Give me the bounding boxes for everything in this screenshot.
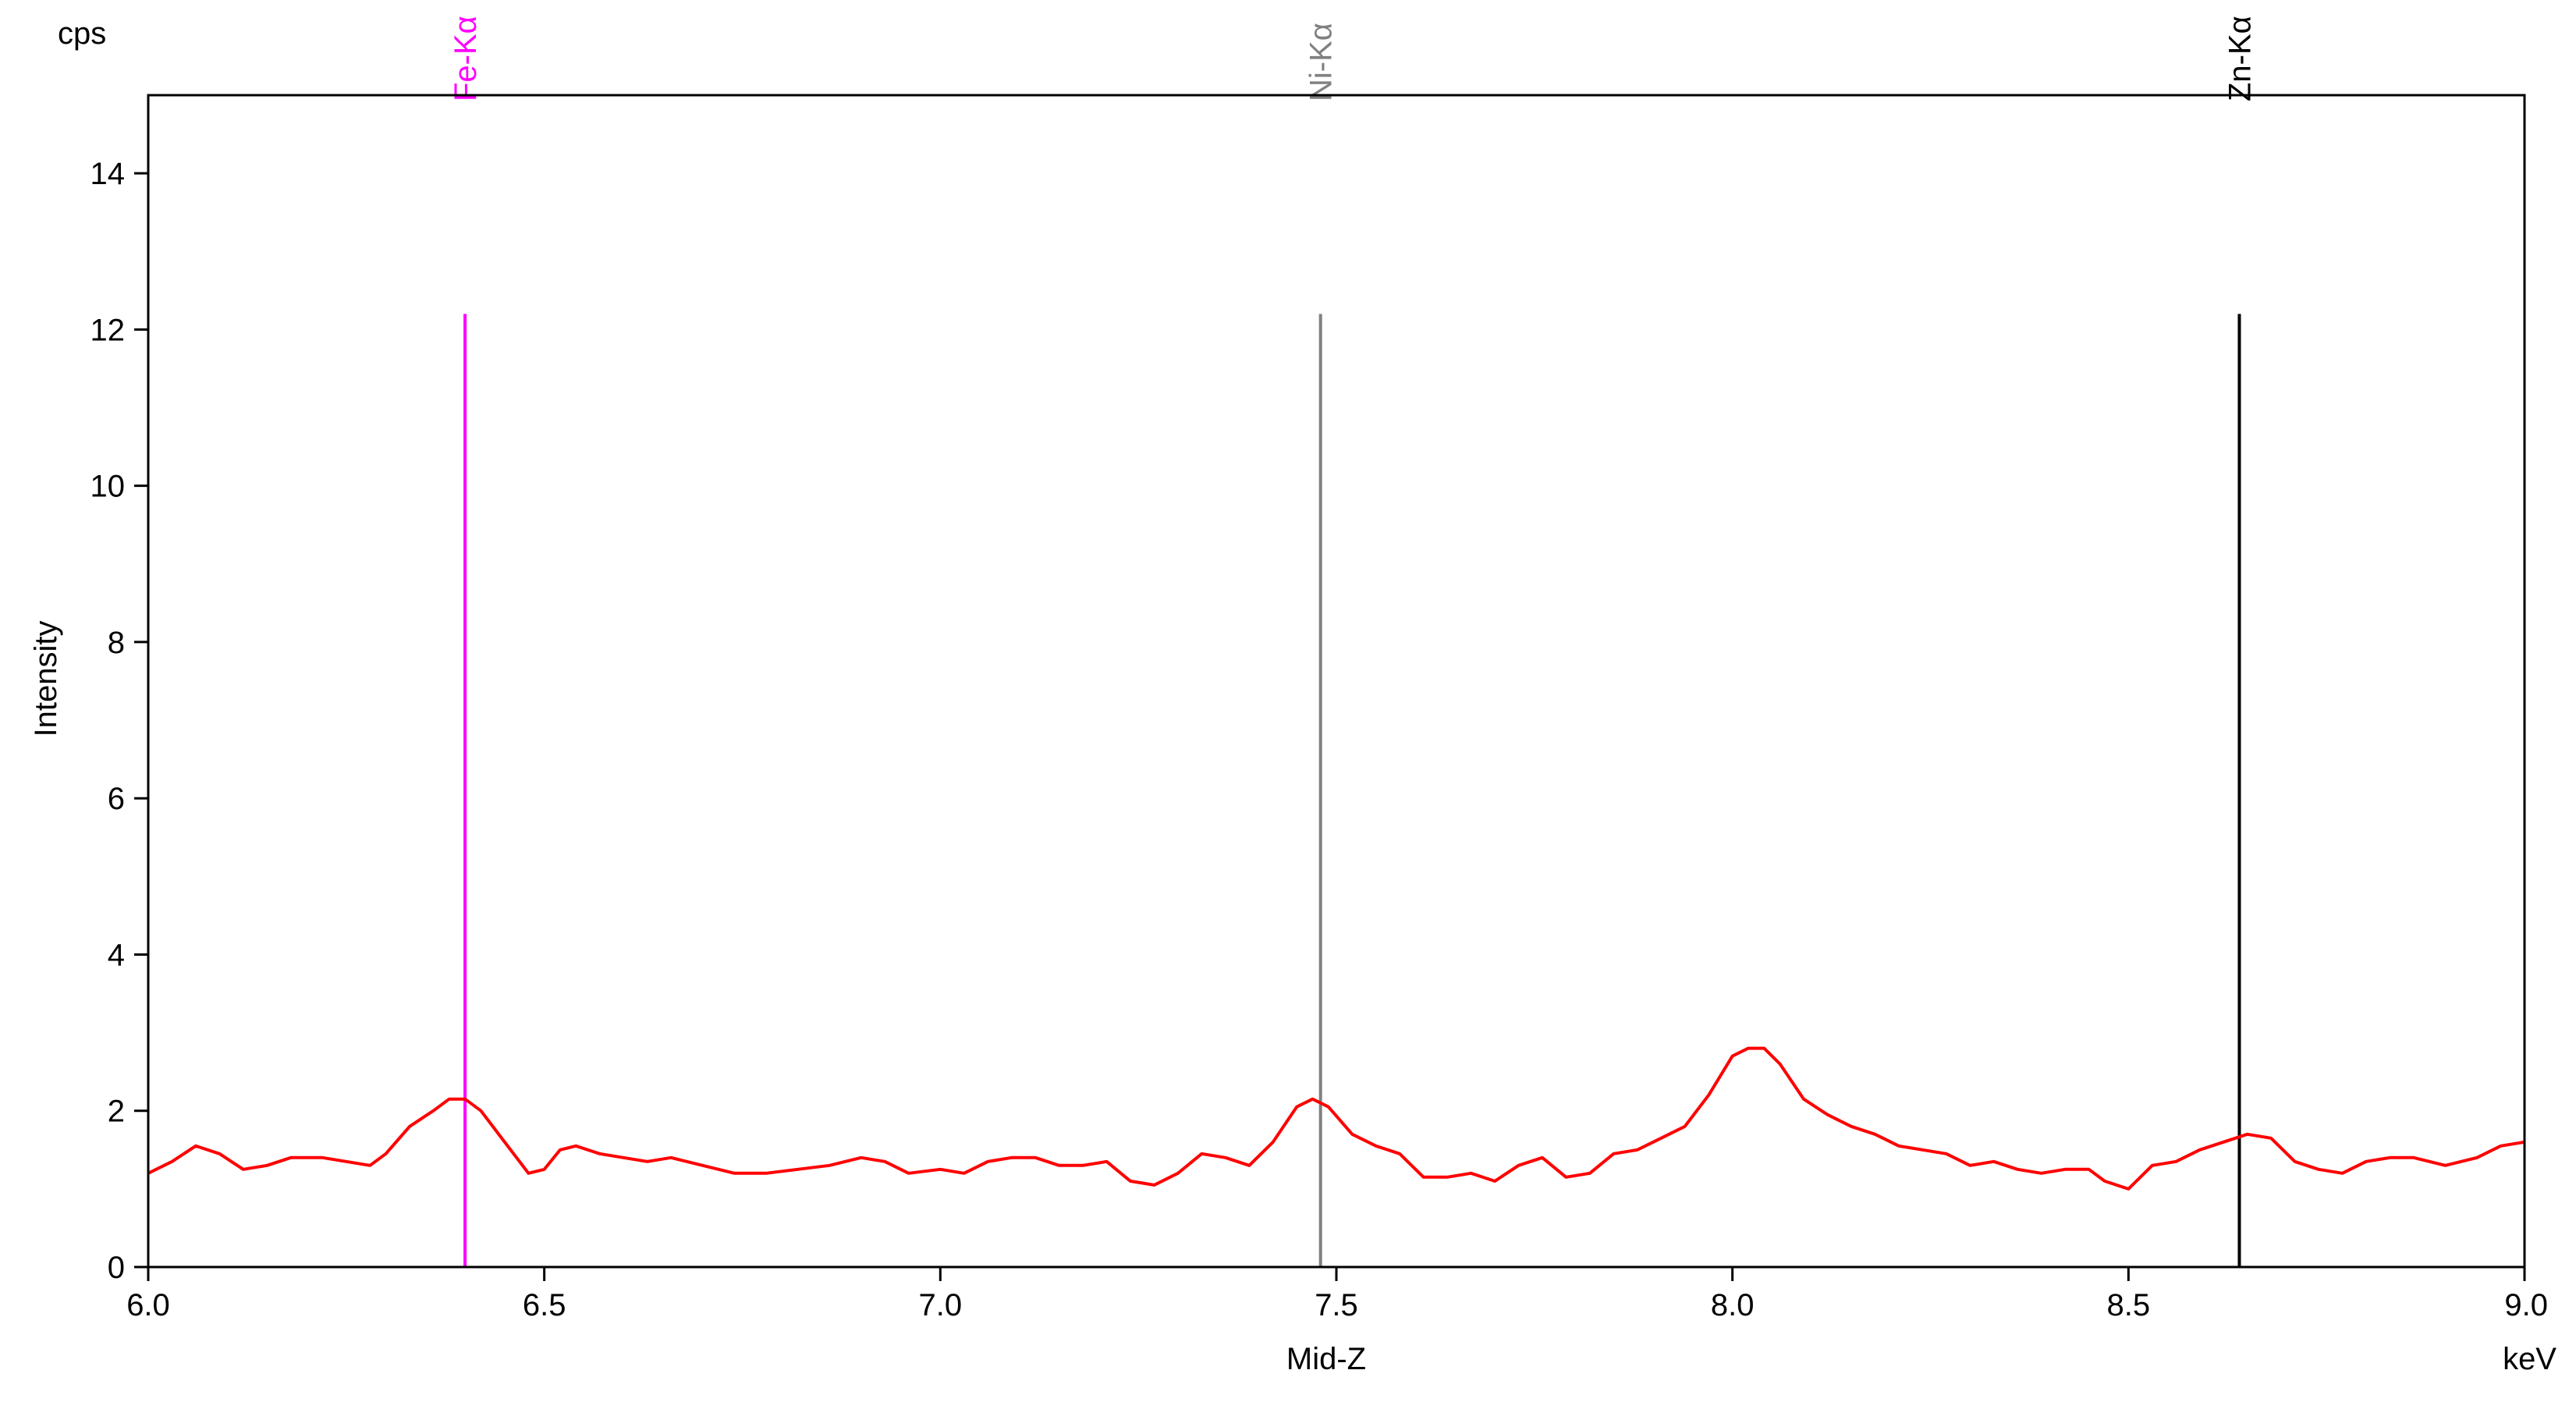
marker-label: Zn-Kα — [2223, 16, 2257, 101]
spectrum-series-line — [147, 1046, 2525, 1191]
x-tick-label: 8.5 — [2107, 1288, 2151, 1322]
element-markers: Fe-Kα Ni-Kα Zn-Kα — [449, 16, 2257, 1267]
y-tick-label: 0 — [108, 1251, 125, 1285]
x-tick-label: 6.0 — [126, 1288, 170, 1322]
y-tick-label: 4 — [108, 938, 125, 972]
y-tick-label: 8 — [108, 626, 125, 660]
x-tick-label: 6.5 — [523, 1288, 566, 1322]
plot-frame — [147, 94, 2526, 1269]
x-tick-label: 7.0 — [919, 1288, 963, 1322]
x-tick-label: 7.5 — [1315, 1288, 1358, 1322]
y-unit-label: cps — [58, 16, 106, 51]
y-axis-title: Intensity — [29, 621, 63, 737]
y-tick-label: 10 — [90, 470, 126, 504]
y-axis-ticks: 0 2 4 6 8 10 12 14 — [90, 157, 148, 1285]
x-axis-ticks: 6.0 6.5 7.0 7.5 8.0 8.5 9.0 — [126, 1267, 2548, 1322]
marker-label: Fe-Kα — [449, 16, 483, 101]
marker-label: Ni-Kα — [1304, 23, 1339, 101]
x-axis-title: Mid-Z — [1286, 1342, 1366, 1376]
y-tick-label: 14 — [90, 157, 126, 191]
y-tick-label: 2 — [108, 1095, 125, 1129]
x-unit-label: keV — [2503, 1342, 2556, 1376]
y-tick-label: 12 — [90, 313, 126, 347]
y-tick-label: 6 — [108, 782, 125, 816]
x-tick-label: 9.0 — [2504, 1288, 2548, 1322]
x-tick-label: 8.0 — [1711, 1288, 1755, 1322]
